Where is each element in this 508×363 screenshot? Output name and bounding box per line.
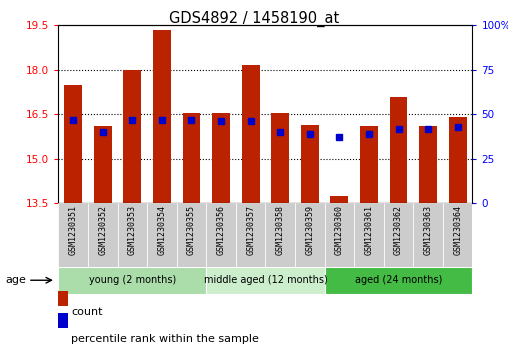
Bar xyxy=(65,85,82,203)
Bar xyxy=(123,70,141,203)
Bar xyxy=(419,126,437,203)
FancyBboxPatch shape xyxy=(325,267,472,294)
FancyBboxPatch shape xyxy=(384,203,414,267)
Text: GDS4892 / 1458190_at: GDS4892 / 1458190_at xyxy=(169,11,339,27)
FancyBboxPatch shape xyxy=(236,203,265,267)
Bar xyxy=(58,313,68,328)
Bar xyxy=(58,291,68,306)
Text: GSM1230357: GSM1230357 xyxy=(246,205,255,255)
FancyBboxPatch shape xyxy=(58,267,206,294)
Text: middle aged (12 months): middle aged (12 months) xyxy=(204,276,327,285)
Bar xyxy=(212,113,230,203)
Bar xyxy=(301,125,319,203)
Bar xyxy=(331,196,348,203)
Text: GSM1230358: GSM1230358 xyxy=(276,205,284,255)
Bar xyxy=(242,65,260,203)
Bar xyxy=(153,30,171,203)
FancyBboxPatch shape xyxy=(414,203,443,267)
Text: young (2 months): young (2 months) xyxy=(89,276,176,285)
Text: age: age xyxy=(5,275,26,285)
Text: aged (24 months): aged (24 months) xyxy=(355,276,442,285)
FancyBboxPatch shape xyxy=(325,203,354,267)
Text: count: count xyxy=(71,307,103,317)
FancyBboxPatch shape xyxy=(177,203,206,267)
FancyBboxPatch shape xyxy=(354,203,384,267)
FancyBboxPatch shape xyxy=(206,203,236,267)
Bar xyxy=(94,126,112,203)
Text: GSM1230355: GSM1230355 xyxy=(187,205,196,255)
Text: GSM1230360: GSM1230360 xyxy=(335,205,344,255)
Text: GSM1230352: GSM1230352 xyxy=(98,205,107,255)
FancyBboxPatch shape xyxy=(117,203,147,267)
Text: percentile rank within the sample: percentile rank within the sample xyxy=(71,334,259,344)
FancyBboxPatch shape xyxy=(443,203,472,267)
Text: GSM1230353: GSM1230353 xyxy=(128,205,137,255)
Bar xyxy=(182,113,200,203)
Text: GSM1230359: GSM1230359 xyxy=(305,205,314,255)
Text: GSM1230361: GSM1230361 xyxy=(364,205,373,255)
Bar xyxy=(390,97,407,203)
Text: GSM1230351: GSM1230351 xyxy=(69,205,78,255)
FancyBboxPatch shape xyxy=(147,203,177,267)
Bar xyxy=(271,113,289,203)
FancyBboxPatch shape xyxy=(88,203,117,267)
Bar xyxy=(449,117,466,203)
Text: GSM1230354: GSM1230354 xyxy=(157,205,167,255)
Bar xyxy=(360,126,378,203)
FancyBboxPatch shape xyxy=(206,267,325,294)
Text: GSM1230363: GSM1230363 xyxy=(424,205,433,255)
Text: GSM1230362: GSM1230362 xyxy=(394,205,403,255)
FancyBboxPatch shape xyxy=(295,203,325,267)
FancyBboxPatch shape xyxy=(265,203,295,267)
Text: GSM1230364: GSM1230364 xyxy=(453,205,462,255)
Text: GSM1230356: GSM1230356 xyxy=(216,205,226,255)
FancyBboxPatch shape xyxy=(58,203,88,267)
